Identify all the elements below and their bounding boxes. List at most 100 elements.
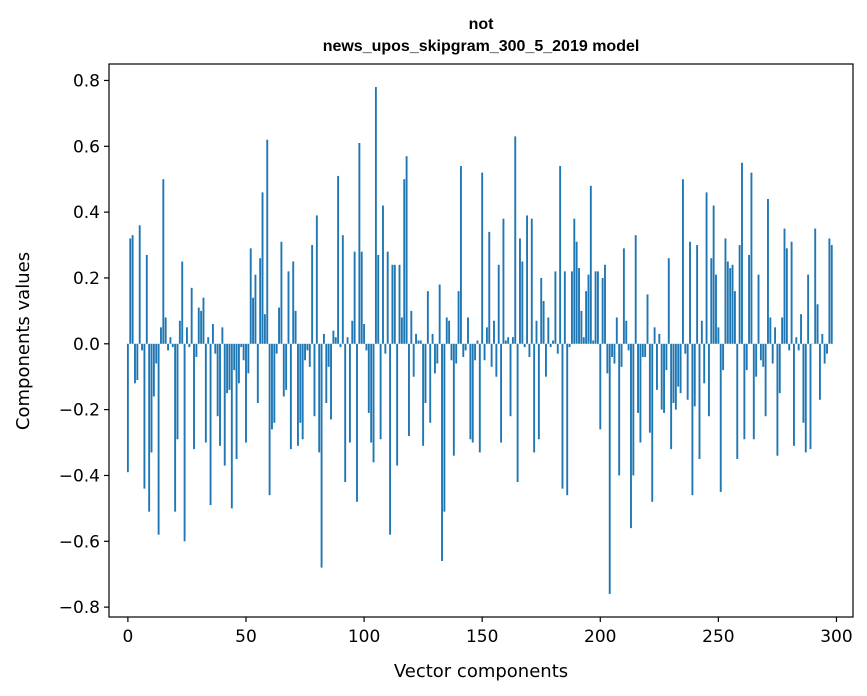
bar-128 xyxy=(429,343,432,423)
bar-190 xyxy=(575,241,578,344)
bar-79 xyxy=(313,343,316,417)
bar-7 xyxy=(143,343,146,489)
bar-62 xyxy=(273,343,276,423)
y-tick-label: 0.4 xyxy=(73,203,100,223)
bar-225 xyxy=(658,333,661,344)
bar-172 xyxy=(533,343,536,453)
bar-202 xyxy=(604,264,606,344)
bar-75 xyxy=(304,343,306,361)
bar-68 xyxy=(287,271,290,344)
bar-94 xyxy=(348,343,351,443)
bar-32 xyxy=(202,297,205,344)
bar-2 xyxy=(131,235,134,344)
bar-53 xyxy=(252,297,255,344)
y-axis-label: Components values xyxy=(13,252,34,430)
y-tick-label: 0.2 xyxy=(73,269,100,289)
bar-178 xyxy=(547,317,550,344)
bar-115 xyxy=(398,264,401,344)
bar-244 xyxy=(703,343,706,384)
bar-112 xyxy=(391,264,394,344)
bar-150 xyxy=(481,172,484,344)
bar-296 xyxy=(826,343,828,354)
bar-25 xyxy=(186,327,188,344)
bar-180 xyxy=(552,340,554,344)
bar-218 xyxy=(641,343,644,357)
bar-154 xyxy=(490,343,493,367)
bar-196 xyxy=(589,185,592,344)
bar-140 xyxy=(457,291,460,344)
bar-65 xyxy=(280,241,283,344)
chart-title-line-2: news_upos_skipgram_300_5_2019 model xyxy=(323,38,640,55)
bar-100 xyxy=(363,324,366,344)
bar-142 xyxy=(462,343,465,357)
bar-12 xyxy=(155,343,158,364)
bar-195 xyxy=(587,274,590,344)
bar-179 xyxy=(549,343,552,348)
bar-135 xyxy=(445,317,448,344)
bar-42 xyxy=(226,343,229,394)
bar-231 xyxy=(672,343,675,404)
bar-22 xyxy=(178,320,181,344)
bar-38 xyxy=(216,343,219,417)
x-axis-label: Vector components xyxy=(394,661,568,682)
bar-74 xyxy=(301,343,304,440)
bar-54 xyxy=(254,274,257,344)
bar-0 xyxy=(126,343,129,473)
bar-63 xyxy=(275,343,278,354)
bar-157 xyxy=(497,264,500,344)
bar-103 xyxy=(370,343,373,443)
x-tick-label: 200 xyxy=(584,627,616,647)
bar-238 xyxy=(689,241,691,344)
bar-264 xyxy=(750,172,753,344)
bar-105 xyxy=(374,87,377,344)
bar-36 xyxy=(211,324,214,344)
bar-256 xyxy=(731,264,734,344)
bar-280 xyxy=(788,343,791,351)
bar-82 xyxy=(320,343,323,568)
bar-246 xyxy=(707,343,710,417)
bar-73 xyxy=(299,343,302,423)
bar-70 xyxy=(292,261,295,344)
bar-203 xyxy=(606,343,609,374)
bar-29 xyxy=(195,343,198,357)
bar-41 xyxy=(223,343,226,466)
bar-35 xyxy=(209,343,212,506)
bar-51 xyxy=(247,343,250,374)
bar-247 xyxy=(710,258,713,344)
bar-134 xyxy=(443,343,446,512)
bar-226 xyxy=(660,343,663,410)
bar-262 xyxy=(745,343,748,371)
bar-67 xyxy=(285,343,288,390)
bar-78 xyxy=(311,245,314,344)
bar-292 xyxy=(816,304,819,344)
bar-72 xyxy=(297,343,299,446)
bar-271 xyxy=(767,198,769,344)
bar-139 xyxy=(455,343,458,364)
bar-90 xyxy=(339,343,342,348)
bar-245 xyxy=(705,192,708,344)
bar-116 xyxy=(400,317,403,344)
bar-191 xyxy=(578,268,580,344)
bar-98 xyxy=(358,143,361,344)
bar-131 xyxy=(436,343,439,364)
bar-258 xyxy=(736,343,739,459)
y-tick-label: −0.2 xyxy=(59,401,100,421)
x-tick-label: 300 xyxy=(820,627,852,647)
bar-241 xyxy=(696,245,699,344)
bar-50 xyxy=(245,343,247,443)
bar-240 xyxy=(693,343,696,407)
bar-270 xyxy=(764,343,767,417)
bar-18 xyxy=(169,337,172,344)
bar-161 xyxy=(507,337,510,344)
bar-251 xyxy=(719,343,722,492)
bar-156 xyxy=(495,343,498,377)
bar-223 xyxy=(653,327,656,344)
bar-132 xyxy=(438,284,441,344)
bar-45 xyxy=(233,343,236,371)
bar-287 xyxy=(804,343,807,453)
bar-284 xyxy=(797,343,800,351)
bar-224 xyxy=(656,343,658,390)
bar-278 xyxy=(783,228,786,344)
bar-288 xyxy=(807,274,810,344)
